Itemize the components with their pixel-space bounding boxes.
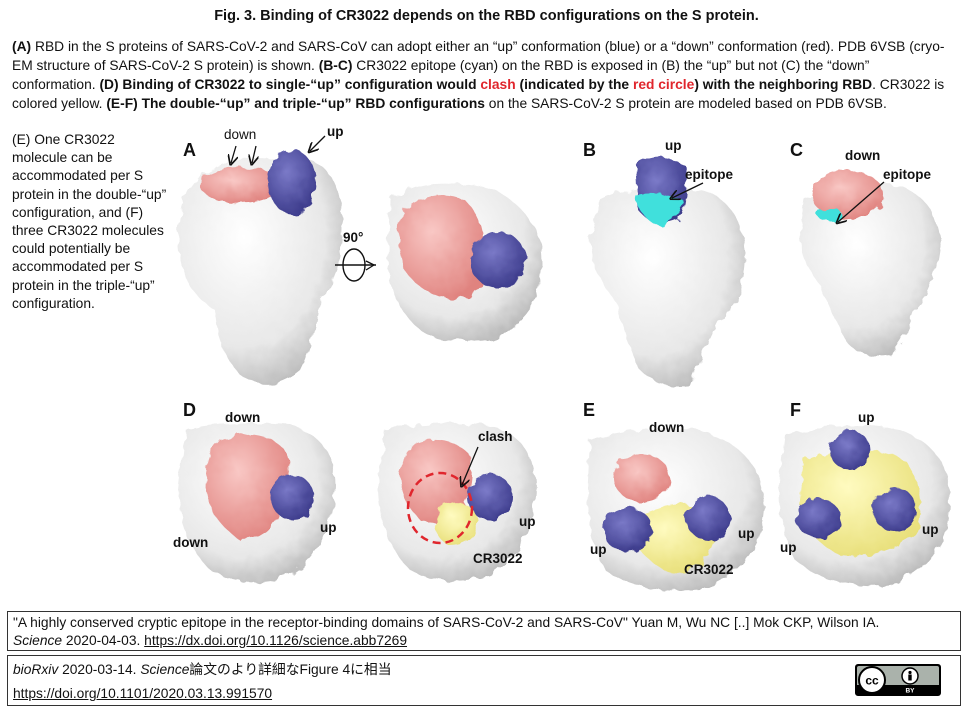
caption-a-tag: (A) xyxy=(12,39,32,54)
figure-title: Fig. 3. Binding of CR3022 depends on the… xyxy=(214,8,759,24)
svg-text:cc: cc xyxy=(865,674,879,688)
panel-d-right-structure xyxy=(378,423,536,582)
footer-date: 2020-03-14. xyxy=(58,662,141,677)
caption-d-end: ) with the neighboring RBD xyxy=(694,77,873,92)
panel-f-structure xyxy=(779,426,951,586)
caption-ef-tag: (E-F) The double-“up” and triple-“up” RB… xyxy=(106,96,485,111)
protein-structures-illustration xyxy=(178,135,951,591)
caption-d-circle: red circle xyxy=(632,77,695,92)
citation-journal: Science xyxy=(13,633,63,648)
panel-e-down-label: down xyxy=(649,420,685,435)
panel-a-front-structure xyxy=(178,150,343,384)
panel-d-label: D xyxy=(183,400,196,420)
panel-c-epitope-label: epitope xyxy=(883,167,932,182)
panel-c-label: C xyxy=(790,140,803,160)
panel-d-down-top-label: down xyxy=(225,410,261,425)
svg-text:BY: BY xyxy=(905,688,915,695)
panel-a-up-label: up xyxy=(327,124,344,139)
citation-doi-link[interactable]: https://dx.doi.org/10.1126/science.abb72… xyxy=(144,633,408,648)
footer-journal: bioRxiv xyxy=(13,662,59,677)
caption-d-clash: clash xyxy=(480,77,516,92)
panel-f-up-right-label: up xyxy=(922,522,939,537)
citation-text: "A highly conserved cryptic epitope in t… xyxy=(13,615,880,630)
panel-f-up-top-label: up xyxy=(858,410,875,425)
panel-d-down-bottom-label: down xyxy=(173,535,209,550)
panel-e-label: E xyxy=(583,400,596,420)
cc-by-icon: cc BY xyxy=(857,666,939,695)
panel-d-cr3022-label: CR3022 xyxy=(473,551,523,566)
rotation-icon xyxy=(335,248,376,282)
citation-date: 2020-04-03. xyxy=(62,633,145,648)
panel-a-down-label: down xyxy=(224,127,257,142)
panel-f-up-left-label: up xyxy=(780,540,797,555)
footer-doi-link[interactable]: https://doi.org/10.1101/2020.03.13.99157… xyxy=(13,686,273,701)
panel-e-cr3022-label: CR3022 xyxy=(684,562,734,577)
panel-e-structure xyxy=(587,428,765,591)
panel-f-label: F xyxy=(790,400,801,420)
caption-d-text: . CR3022 is colored yellow. xyxy=(12,77,945,111)
caption-bc-text: CR3022 epitope (cyan) on the RBD is expo… xyxy=(12,58,870,92)
cc-by-license-badge[interactable]: cc BY xyxy=(855,664,941,696)
footer-box: bioRxiv 2020-03-14. Science論文のより詳細なFigur… xyxy=(7,655,961,706)
panel-b-up-label: up xyxy=(665,138,682,153)
panel-c-structure xyxy=(800,171,940,356)
caption-ef-text: on the SARS-CoV-2 S protein are modeled … xyxy=(484,96,887,111)
panel-e-up-right-label: up xyxy=(738,526,755,541)
panel-b-epitope-label: epitope xyxy=(685,167,734,182)
panel-a-rotated-structure xyxy=(387,182,543,341)
citation-box: "A highly conserved cryptic epitope in t… xyxy=(7,611,961,651)
footer-note: 論文のより詳細なFigure 4に相当 xyxy=(189,662,392,677)
panel-c-down-label: down xyxy=(845,148,881,163)
caption-a-text: RBD in the S proteins of SARS-CoV-2 and … xyxy=(12,39,945,73)
panel-d-up-right-label: up xyxy=(519,514,536,529)
panel-e-up-left-label: up xyxy=(590,542,607,557)
panel-b-structure xyxy=(590,157,745,386)
panel-a-rotation-label: 90° xyxy=(343,230,364,245)
panel-d-left-structure xyxy=(178,423,336,582)
panel-a-label: A xyxy=(183,140,196,160)
clash-circle xyxy=(406,471,474,545)
caption-bc-tag: (B-C) xyxy=(318,58,353,73)
caption-d-mid: (indicated by the xyxy=(515,77,633,92)
side-note: (E) One CR3022 molecule can be accommoda… xyxy=(12,132,167,311)
panel-d-clash-label: clash xyxy=(478,429,513,444)
footer-journal2: Science xyxy=(140,662,190,677)
caption-d-tag: (D) Binding of CR3022 to single-“up” con… xyxy=(99,77,481,92)
panel-d-up-label: up xyxy=(320,520,337,535)
panel-b-label: B xyxy=(583,140,596,160)
figure-caption: (A) RBD in the S proteins of SARS-CoV-2 … xyxy=(12,37,952,113)
